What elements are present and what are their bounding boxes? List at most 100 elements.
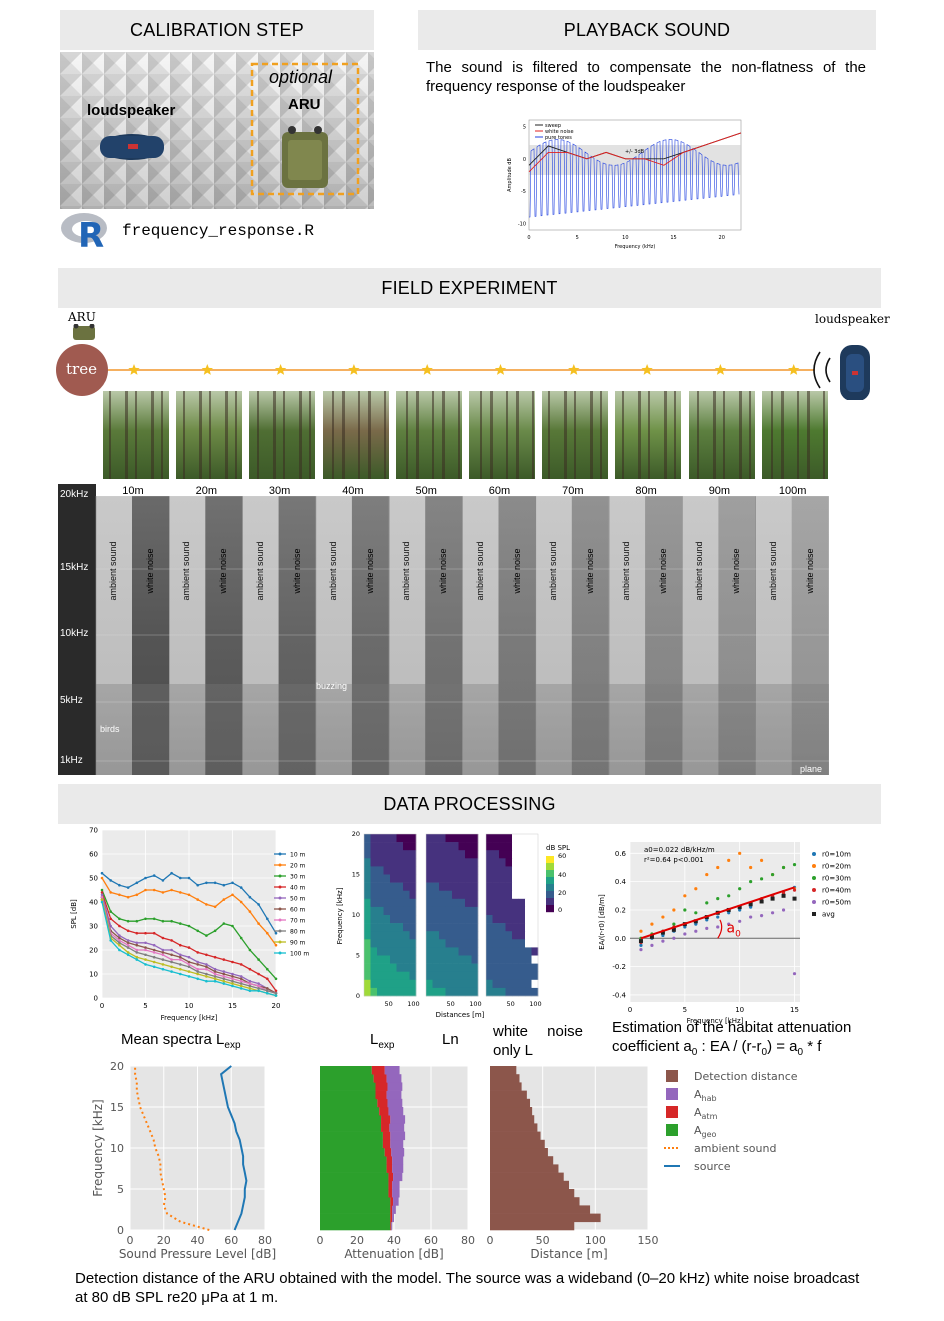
heatmap-cell — [499, 874, 506, 883]
mean-point — [257, 989, 260, 993]
heatmap-cell — [370, 858, 378, 867]
scatter-point — [661, 933, 665, 938]
bar-A_geo — [320, 1148, 385, 1157]
calibration-header: CALIBRATION STEP — [60, 10, 374, 50]
heatmap-cell — [525, 939, 532, 948]
heatmap-cell — [499, 890, 506, 900]
bar-A_atm — [384, 1148, 392, 1157]
heatmap-cell — [499, 963, 506, 972]
bar-A_atm — [386, 1156, 393, 1165]
pb-ytick: -5 — [521, 189, 526, 195]
bottom-xtick: 60 — [224, 1234, 238, 1247]
mean-point — [196, 977, 199, 981]
heatmap-cell — [377, 971, 384, 981]
mean-point — [126, 943, 130, 947]
heatmap-cell — [458, 866, 466, 875]
heatmap-cell — [465, 939, 472, 948]
heatmap-cell — [531, 939, 539, 948]
bar-A_hab — [392, 1164, 404, 1173]
heatmap-cell — [525, 874, 532, 883]
bottom-xtick: 20 — [350, 1234, 364, 1247]
heatmap-cell — [396, 955, 404, 964]
mean-point — [161, 879, 165, 882]
heatmap-cell — [452, 979, 459, 989]
mean-point — [144, 963, 147, 966]
mean-xtick: 10 — [185, 1002, 194, 1010]
heatmap-cell — [426, 955, 433, 964]
heatmap-cell — [396, 931, 404, 940]
heatmap-cell — [383, 963, 391, 972]
distance-marker-star — [788, 364, 800, 375]
mean-point — [152, 874, 156, 877]
caption-est-sub1: 0 — [691, 1047, 698, 1058]
heatmap-cell — [499, 979, 506, 989]
heatmap-cell — [403, 971, 410, 981]
heatmap-cell — [458, 923, 466, 932]
mean-legend-entry: 70 m — [290, 918, 306, 925]
mean-point — [179, 958, 182, 961]
heatmap-cell — [452, 963, 459, 972]
bar-A_hab — [388, 1107, 404, 1116]
bar-A_atm — [390, 1221, 392, 1231]
mean-ytick: 20 — [89, 947, 98, 955]
pb-xtick: 15 — [670, 235, 676, 241]
mean-point — [135, 958, 139, 961]
heatmap-cell — [452, 947, 459, 956]
distance-marker-star — [128, 364, 140, 375]
heatmap-cell — [518, 842, 526, 851]
scatter-legend-entry: r0=40m — [822, 887, 851, 895]
heatmap-cell — [505, 842, 513, 851]
scatter-point — [639, 943, 643, 947]
heatmap-cell — [531, 947, 539, 956]
bar-A_geo — [320, 1082, 376, 1091]
heatmap-cell — [390, 979, 397, 989]
bar-A_hab — [387, 1082, 403, 1091]
scatter-ytick: 0.4 — [615, 878, 627, 886]
heatmap-cell — [458, 947, 466, 956]
spec-distance-100m: 100m — [778, 485, 807, 497]
heatmap-cell — [458, 858, 466, 867]
bottom-xtick: 50 — [536, 1234, 550, 1247]
heatmap-cell — [525, 890, 532, 900]
scatter-point — [749, 865, 753, 870]
mean-point — [118, 883, 121, 887]
heatmap-ylabel: Frequency [kHz] — [336, 887, 344, 944]
heatmap-cell — [445, 939, 453, 948]
mean-xtick: 0 — [100, 1002, 104, 1010]
mean-point — [152, 955, 156, 959]
heatmap-cell — [465, 834, 472, 843]
mean-point — [161, 919, 165, 923]
mean-point — [144, 941, 147, 945]
mean-point — [239, 886, 243, 889]
mean-point — [222, 958, 226, 961]
heatmap-cell — [403, 850, 410, 859]
heatmap-cell — [531, 987, 539, 997]
mean-point — [170, 965, 173, 969]
mean-point — [118, 941, 121, 945]
heatmap-cell — [439, 947, 446, 956]
mean-point — [205, 972, 208, 976]
heatmap-cell — [505, 915, 513, 924]
mean-point — [144, 888, 147, 892]
heatmap-cell — [452, 834, 459, 843]
bar-A_atm — [373, 1074, 387, 1083]
spec-distance-50m: 50m — [415, 485, 437, 497]
mean-point — [170, 948, 173, 952]
heatmap-cell — [458, 898, 466, 908]
scatter-point — [727, 894, 731, 898]
heatmap-cell — [452, 882, 459, 891]
heatmap-cell — [390, 866, 397, 875]
spectrogram — [58, 484, 829, 775]
heatmap-cell — [505, 963, 513, 972]
heatmap-cell — [512, 955, 519, 964]
scatter-point — [694, 911, 698, 915]
bottom-xtick: 80 — [258, 1234, 272, 1247]
heatmap-cell — [452, 906, 459, 916]
heatmap-cell — [396, 890, 404, 900]
mean-point — [152, 948, 156, 952]
heatmap-cell — [383, 971, 391, 981]
heatmap-cell — [505, 834, 513, 843]
heatmap-cell — [492, 882, 500, 891]
heatmap-cell — [364, 866, 371, 875]
heatmap-cell — [445, 890, 453, 900]
